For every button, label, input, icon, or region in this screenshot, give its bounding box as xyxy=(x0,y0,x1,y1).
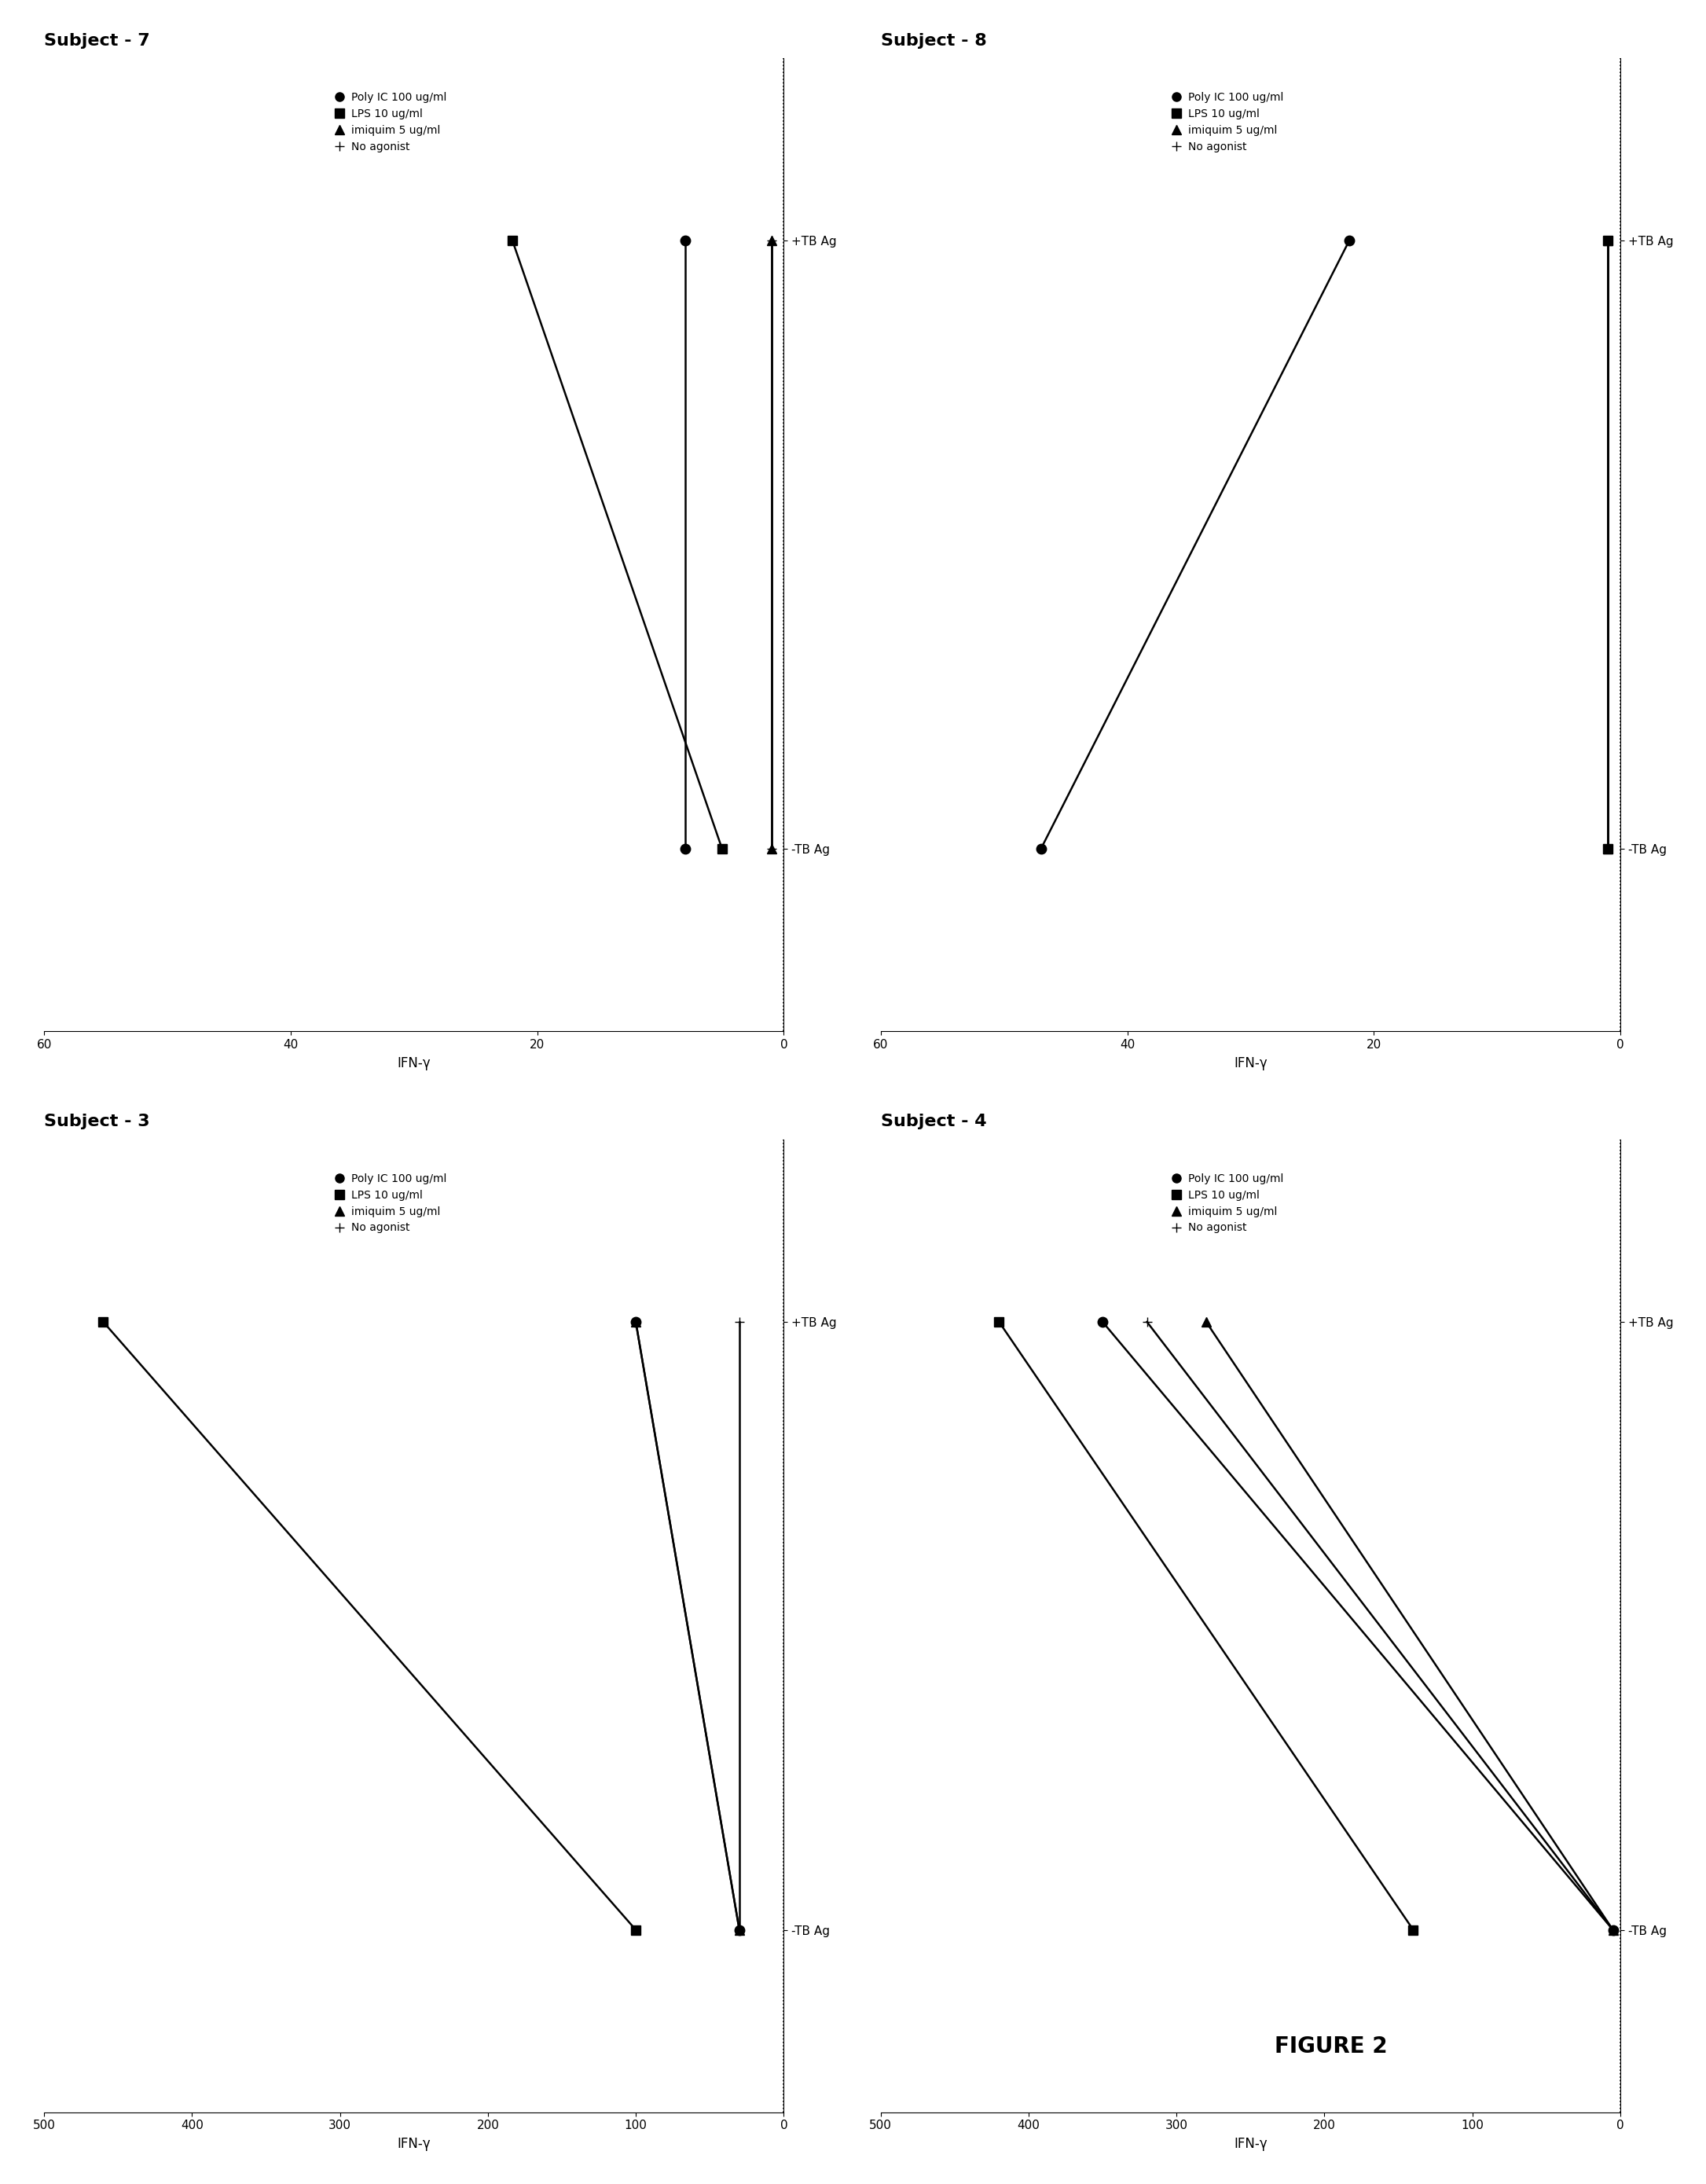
X-axis label: IFN-γ: IFN-γ xyxy=(397,2138,430,2151)
Text: Subject - 3: Subject - 3 xyxy=(44,1114,150,1129)
Text: Subject - 4: Subject - 4 xyxy=(880,1114,986,1129)
Legend: Poly IC 100 ug/ml, LPS 10 ug/ml, imiquim 5 ug/ml, No agonist: Poly IC 100 ug/ml, LPS 10 ug/ml, imiquim… xyxy=(333,1168,450,1238)
X-axis label: IFN-γ: IFN-γ xyxy=(1233,1057,1268,1070)
Legend: Poly IC 100 ug/ml, LPS 10 ug/ml, imiquim 5 ug/ml, No agonist: Poly IC 100 ug/ml, LPS 10 ug/ml, imiquim… xyxy=(333,87,450,157)
Legend: Poly IC 100 ug/ml, LPS 10 ug/ml, imiquim 5 ug/ml, No agonist: Poly IC 100 ug/ml, LPS 10 ug/ml, imiquim… xyxy=(1169,1168,1288,1238)
Text: FIGURE 2: FIGURE 2 xyxy=(1274,2035,1387,2057)
X-axis label: IFN-γ: IFN-γ xyxy=(1233,2138,1268,2151)
Text: Subject - 7: Subject - 7 xyxy=(44,33,150,48)
Text: Subject - 8: Subject - 8 xyxy=(880,33,986,48)
Legend: Poly IC 100 ug/ml, LPS 10 ug/ml, imiquim 5 ug/ml, No agonist: Poly IC 100 ug/ml, LPS 10 ug/ml, imiquim… xyxy=(1169,87,1288,157)
X-axis label: IFN-γ: IFN-γ xyxy=(397,1057,430,1070)
